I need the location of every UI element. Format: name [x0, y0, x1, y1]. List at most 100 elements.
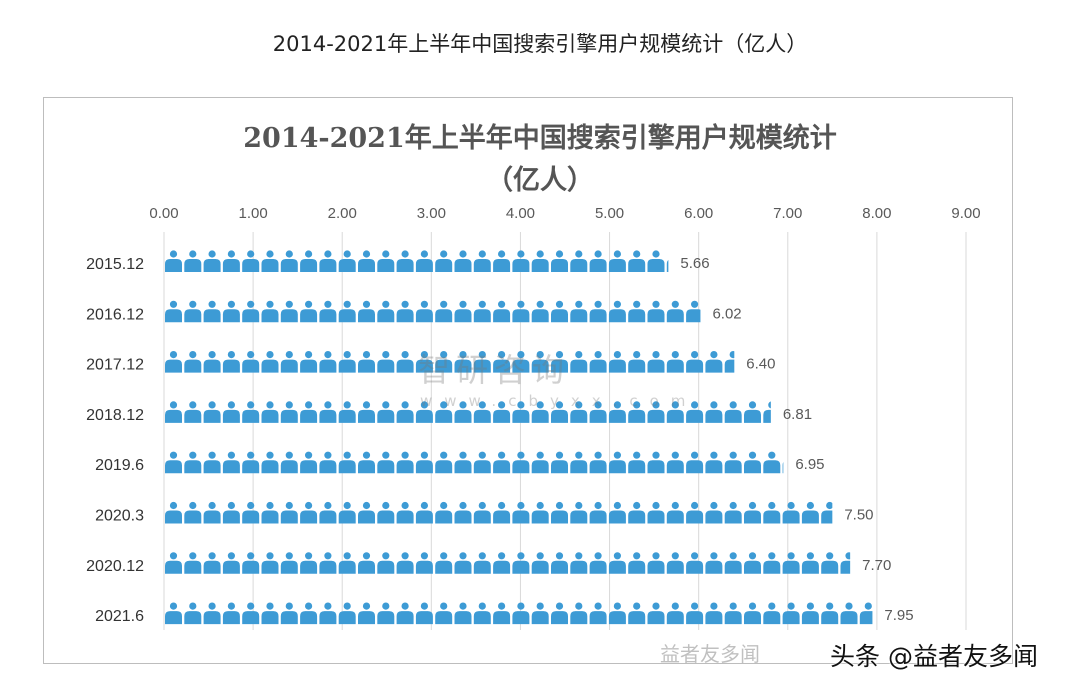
person-icon [666, 552, 684, 574]
person-icon [184, 300, 202, 323]
person-icon [396, 501, 414, 524]
person-icon [744, 602, 761, 625]
person-icon [358, 501, 375, 524]
person-icon [454, 351, 472, 373]
person-icon [261, 451, 279, 474]
person-icon [319, 351, 337, 373]
person-icon [551, 300, 568, 323]
person-icon [531, 351, 549, 373]
person-icon [222, 401, 240, 423]
person-icon [705, 351, 723, 373]
person-icon [589, 552, 607, 574]
person-icon [319, 401, 337, 423]
data-label: 7.50 [844, 507, 873, 524]
person-icon [589, 451, 607, 474]
person-icon [512, 602, 530, 625]
person-icon [165, 602, 182, 625]
person-icon [415, 250, 433, 272]
person-icon [686, 300, 701, 323]
person-icon [415, 602, 433, 625]
person-icon [242, 401, 260, 423]
person-icon [358, 602, 375, 625]
person-icon [512, 401, 530, 423]
person-icon [782, 552, 800, 574]
person-icon [338, 250, 356, 272]
person-icon [551, 602, 568, 625]
person-icon [435, 501, 453, 524]
person-icon [222, 501, 240, 524]
person-icon [300, 602, 318, 625]
person-icon [338, 300, 356, 323]
person-icon [358, 300, 375, 323]
person-icon [377, 602, 395, 625]
person-icon [512, 300, 530, 323]
person-icon [763, 451, 781, 474]
person-icon [338, 451, 356, 474]
person-icon [396, 451, 414, 474]
person-icon [512, 351, 530, 373]
x-tick-label: 5.00 [595, 205, 624, 222]
person-icon [686, 351, 704, 373]
person-icon [705, 552, 723, 574]
person-icon [608, 602, 626, 625]
person-icon [570, 501, 588, 524]
person-icon [821, 501, 833, 524]
person-icon [454, 501, 472, 524]
chart-subtitle: （亿人） [486, 165, 594, 196]
person-icon [744, 552, 761, 574]
faint-credit: 益者友多闻 [660, 642, 760, 666]
person-icon [647, 552, 665, 574]
person-icon [165, 250, 182, 272]
x-tick-label: 4.00 [506, 205, 535, 222]
person-icon [473, 451, 491, 474]
person-icon [531, 602, 549, 625]
category-label: 2019.6 [95, 457, 144, 474]
person-icon [454, 300, 472, 323]
person-icon [184, 552, 202, 574]
person-icon [300, 300, 318, 323]
person-icon [705, 501, 723, 524]
person-icon [570, 250, 588, 272]
person-icon [724, 501, 742, 524]
person-icon [686, 552, 704, 574]
person-icon [222, 602, 240, 625]
person-icon [473, 351, 491, 373]
person-icon [666, 401, 684, 423]
person-icon [705, 602, 723, 625]
person-icon [319, 250, 337, 272]
person-icon [261, 602, 279, 625]
bar-2018.12 [165, 401, 771, 423]
person-icon [203, 552, 221, 574]
person-icon [300, 552, 318, 574]
person-icon [744, 401, 761, 423]
person-icon [512, 451, 530, 474]
person-icon [782, 462, 784, 474]
bar-2015.12 [165, 250, 669, 272]
x-tick-label: 3.00 [417, 205, 446, 222]
person-icon [203, 250, 221, 272]
bar-2017.12 [165, 350, 735, 373]
x-tick-label: 0.00 [149, 205, 178, 222]
person-icon [435, 451, 453, 474]
person-icon [589, 401, 607, 423]
person-icon [184, 602, 202, 625]
person-icon [300, 501, 318, 524]
person-icon [666, 451, 684, 474]
person-icon [222, 300, 240, 323]
person-icon [415, 501, 433, 524]
person-icon [473, 552, 491, 574]
person-icon [435, 602, 453, 625]
person-icon [415, 401, 433, 423]
person-icon [415, 552, 433, 574]
person-icon [280, 401, 298, 423]
person-icon [531, 401, 549, 423]
person-icon [628, 401, 646, 423]
person-icon [724, 602, 742, 625]
person-icon [666, 351, 684, 373]
person-icon [377, 401, 395, 423]
category-label: 2018.12 [86, 407, 144, 424]
person-icon [608, 351, 626, 373]
person-icon [377, 501, 395, 524]
x-tick-label: 2.00 [328, 205, 357, 222]
person-icon [840, 552, 851, 574]
